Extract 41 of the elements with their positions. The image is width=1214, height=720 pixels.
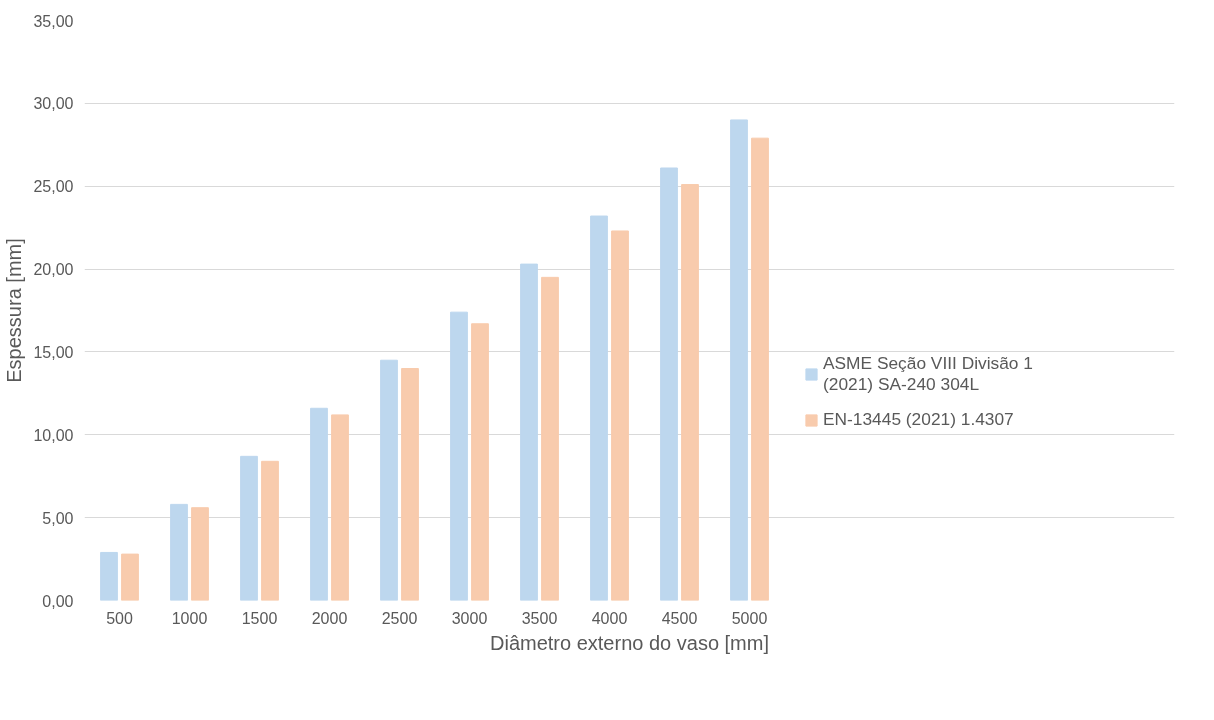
bar bbox=[450, 311, 468, 601]
bar bbox=[331, 414, 349, 601]
y-tick-label: 30,00 bbox=[33, 95, 74, 113]
x-tick-label: 4000 bbox=[591, 609, 628, 627]
bar bbox=[541, 276, 559, 601]
y-tick-label: 25,00 bbox=[33, 178, 74, 196]
bar bbox=[520, 263, 538, 601]
x-tick-label: 4500 bbox=[661, 609, 698, 627]
y-tick-label: 15,00 bbox=[33, 343, 74, 361]
bar bbox=[471, 323, 489, 601]
bar bbox=[380, 359, 398, 601]
x-tick-label: 500 bbox=[106, 609, 133, 627]
bar bbox=[191, 507, 209, 601]
x-tick-label: 1500 bbox=[241, 609, 278, 627]
x-axis-title: Diâmetro externo do vaso [mm] bbox=[490, 631, 769, 654]
bar bbox=[401, 368, 419, 601]
legend-label: EN-13445 (2021) 1.4307 bbox=[823, 409, 1014, 430]
y-axis-title: Espessura [mm] bbox=[3, 238, 26, 383]
bar bbox=[681, 184, 699, 601]
bar bbox=[590, 215, 608, 601]
x-tick-label: 2000 bbox=[311, 609, 348, 627]
bar bbox=[751, 137, 769, 601]
x-tick-label: 3000 bbox=[451, 609, 488, 627]
bar bbox=[240, 455, 258, 601]
bar bbox=[100, 551, 118, 601]
x-tick-label: 5000 bbox=[731, 609, 768, 627]
x-tick-label: 3500 bbox=[521, 609, 558, 627]
bar bbox=[170, 503, 188, 601]
y-tick-label: 10,00 bbox=[33, 426, 74, 444]
bar bbox=[121, 553, 139, 601]
x-tick-label: 2500 bbox=[381, 609, 418, 627]
y-tick-label: 20,00 bbox=[33, 261, 74, 279]
y-tick-label: 35,00 bbox=[33, 12, 74, 30]
bar bbox=[730, 119, 748, 601]
x-tick-label: 1000 bbox=[171, 609, 208, 627]
bar bbox=[310, 407, 328, 601]
bar bbox=[611, 230, 629, 601]
y-tick-label: 0,00 bbox=[42, 592, 74, 610]
y-tick-label: 5,00 bbox=[42, 509, 74, 527]
legend-label: ASME Seção VIII Divisão 1 (2021) SA-240 304L bbox=[823, 353, 1033, 395]
bar bbox=[261, 460, 279, 601]
